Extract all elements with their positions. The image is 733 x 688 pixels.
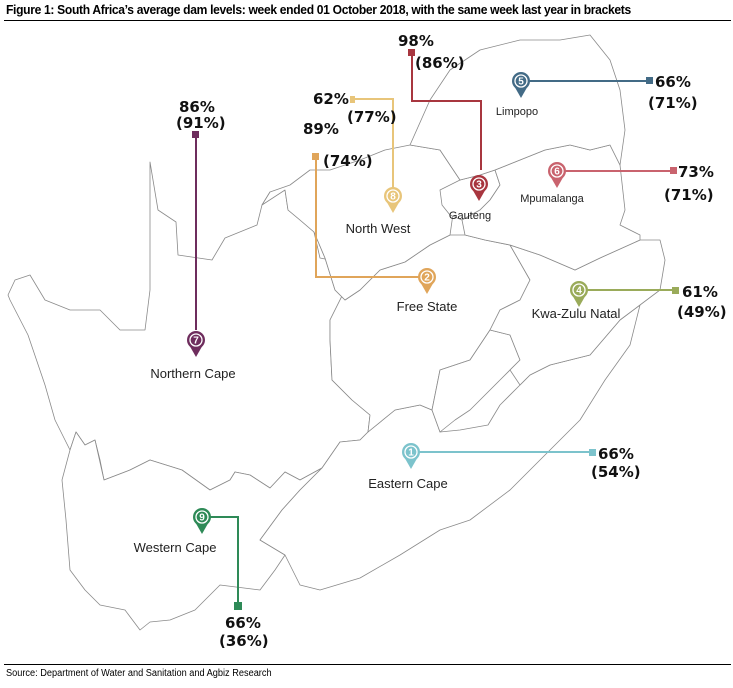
connector-western-cape [208, 516, 239, 606]
pin-free-state[interactable]: 2 [418, 268, 436, 294]
pin-eastern-cape[interactable]: 1 [402, 443, 420, 469]
last-year-kwazulu-natal: (49%) [677, 303, 727, 321]
pin-number: 6 [554, 167, 560, 178]
last-year-limpopo: (71%) [648, 94, 698, 112]
pin-north-west[interactable]: 8 [384, 187, 402, 213]
last-year-northern-cape: (91%) [176, 114, 226, 132]
marker-mpumalanga [670, 167, 677, 174]
marker-eastern-cape [589, 449, 596, 456]
marker-western-cape [234, 602, 242, 610]
current-eastern-cape: 66% [598, 445, 634, 463]
pin-limpopo[interactable]: 5 [512, 72, 530, 98]
province-labels: Eastern Cape Free State Gauteng Kwa-Zulu… [134, 106, 621, 555]
label-northern-cape: Northern Cape [150, 366, 235, 381]
connector-free-state [315, 157, 420, 278]
source-divider [4, 664, 731, 665]
source-note: Source: Department of Water and Sanitati… [6, 668, 272, 679]
pin-western-cape[interactable]: 9 [193, 508, 211, 534]
pin-mpumalanga[interactable]: 6 [548, 162, 566, 188]
connectors [192, 49, 679, 610]
marker-north-west [350, 96, 355, 103]
label-mpumalanga: Mpumalanga [520, 193, 584, 205]
current-north-west: 62% [313, 90, 349, 108]
label-gauteng: Gauteng [449, 210, 491, 222]
title-divider [4, 20, 731, 21]
outline-north-west [261, 144, 461, 301]
pin-kwazulu-natal[interactable]: 4 [570, 281, 588, 307]
last-year-gauteng: (86%) [415, 54, 465, 72]
pin-number: 4 [576, 286, 582, 297]
connector-gauteng [411, 53, 482, 170]
current-limpopo: 66% [655, 73, 691, 91]
pin-number: 2 [424, 273, 430, 284]
label-eastern-cape: Eastern Cape [368, 476, 448, 491]
last-year-western-cape: (36%) [219, 632, 269, 650]
pin-number: 3 [476, 180, 482, 191]
pin-number: 8 [390, 192, 396, 203]
connector-north-west [353, 98, 394, 190]
label-limpopo: Limpopo [496, 106, 538, 118]
pin-number: 5 [518, 77, 524, 88]
percent-labels: 66% (54%) 89% (74%) 98% (86%) 61% (49%) … [176, 32, 727, 650]
marker-free-state [312, 153, 319, 160]
outline-limpopo [409, 34, 626, 181]
marker-limpopo [646, 77, 653, 84]
pin-number: 7 [193, 336, 199, 347]
pins: 1 2 3 4 5 6 7 8 [187, 72, 588, 534]
province-outlines [7, 34, 666, 631]
label-western-cape: Western Cape [134, 540, 217, 555]
pin-number: 9 [199, 513, 205, 524]
label-north-west: North West [346, 221, 411, 236]
current-northern-cape: 86% [179, 98, 215, 116]
last-year-free-state: (74%) [323, 152, 373, 170]
current-gauteng: 98% [398, 32, 434, 50]
last-year-eastern-cape: (54%) [591, 463, 641, 481]
pin-northern-cape[interactable]: 7 [187, 331, 205, 357]
current-mpumalanga: 73% [678, 163, 714, 181]
last-year-north-west: (77%) [347, 108, 397, 126]
current-kwazulu-natal: 61% [682, 283, 718, 301]
last-year-mpumalanga: (71%) [664, 186, 714, 204]
pin-number: 1 [408, 448, 414, 459]
figure-title: Figure 1: South Africa’s average dam lev… [6, 2, 631, 17]
current-free-state: 89% [303, 120, 339, 138]
marker-gauteng [408, 49, 415, 56]
label-kwazulu-natal: Kwa-Zulu Natal [532, 306, 621, 321]
marker-northern-cape [192, 131, 199, 138]
label-free-state: Free State [397, 299, 458, 314]
outline-lesotho [431, 329, 521, 433]
marker-kwazulu-natal [672, 287, 679, 294]
pin-gauteng[interactable]: 3 [470, 175, 488, 201]
current-western-cape: 66% [225, 614, 261, 632]
